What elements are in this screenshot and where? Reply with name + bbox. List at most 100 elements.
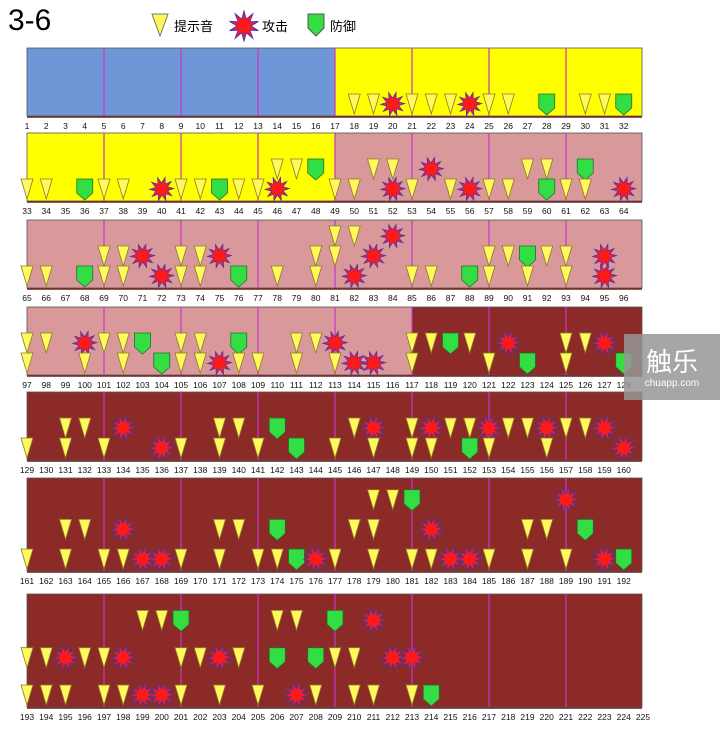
attack-burst-icon [360,243,387,269]
beat-number: 209 [328,712,342,722]
beat-number: 140 [232,465,246,475]
cue-triangle-icon [501,178,515,201]
cue-triangle-icon [251,178,265,201]
beat-number: 86 [427,293,437,303]
beat-number: 11 [215,121,224,131]
attack-burst-icon [148,682,176,708]
beat-number: 108 [232,380,246,390]
beat-number: 4 [82,121,87,131]
beat-number: 105 [174,380,188,390]
beat-number: 176 [309,576,323,586]
beat-number: 13 [253,121,263,131]
cue-triangle-icon [174,647,188,670]
cue-triangle-icon [116,265,130,288]
attack-burst-icon [148,176,176,202]
cue-triangle-icon [212,684,227,707]
cue-triangle-icon [559,417,573,440]
beat-number: 53 [407,206,417,216]
cue-triangle-icon [193,245,207,268]
cue-triangle-icon [174,332,188,355]
beat-number: 51 [369,206,379,216]
attack-burst-icon [109,415,137,441]
beat-number: 127 [597,380,611,390]
beat-number: 195 [58,712,72,722]
beat-number: 183 [443,576,457,586]
cue-triangle-icon [78,647,92,670]
beat-number: 74 [196,293,206,303]
beat-number: 162 [39,576,53,586]
beat-number: 3 [63,121,68,131]
beat-number: 133 [97,465,111,475]
defend-shield-icon [76,265,94,288]
cue-triangle-icon [39,178,53,201]
beat-number: 56 [465,206,475,216]
beat-number: 135 [135,465,149,475]
defend-shield-icon [538,178,556,201]
track-row: 193 194 195 196 197 198 199 200 201 202 203 204 205 2… [20,593,650,722]
cue-triangle-icon [424,265,438,288]
cue-triangle-icon [540,158,554,181]
cue-triangle-icon [559,178,573,201]
beat-number: 76 [234,293,244,303]
cue-triangle-icon [174,437,188,460]
attack-burst-icon [283,682,310,708]
attack-burst-icon [379,644,407,671]
defend-shield-icon [519,352,536,375]
beat-number: 41 [176,206,186,216]
cue-triangle-icon [232,352,246,375]
beat-number: 210 [347,712,361,722]
beat-number: 171 [212,576,226,586]
cue-triangle-icon [520,518,535,541]
cue-triangle-icon [58,518,73,541]
beat-number: 125 [559,380,573,390]
beat-number: 216 [463,712,477,722]
cue-triangle-icon [482,93,496,116]
defend-shield-icon [442,332,459,355]
beat-number: 144 [309,465,323,475]
beat-number: 124 [540,380,554,390]
attack-burst-icon [591,546,618,572]
beat-number: 208 [309,712,323,722]
cue-triangle-icon [309,684,323,707]
beat-number: 70 [119,293,129,303]
beat-number: 16 [311,121,321,131]
attack-burst-icon [591,330,618,356]
defend-shield-icon [268,518,286,541]
cue-triangle-icon [520,265,535,288]
beat-number: 34 [42,206,52,216]
beat-number: 39 [138,206,148,216]
beat-number: 117 [405,380,419,390]
cue-triangle-icon [116,332,130,355]
attack-burst-icon [340,350,368,376]
cue-triangle-icon [366,437,381,460]
beat-number: 21 [407,121,417,131]
beat-number: 109 [251,380,265,390]
attack-burst-icon [379,91,407,117]
cue-triangle-icon [78,417,92,440]
beat-number: 96 [619,293,629,303]
beat-number: 89 [484,293,494,303]
beat-number: 26 [504,121,514,131]
beat-number: 69 [99,293,109,303]
beat-number: 180 [386,576,400,586]
beat-number: 22 [427,121,437,131]
beat-number: 164 [78,576,92,586]
beat-number: 99 [61,380,71,390]
cue-triangle-icon [366,489,381,512]
beat-number: 25 [484,121,494,131]
defend-shield-icon [615,548,633,571]
beat-number: 220 [540,712,554,722]
legend-label-attack: 攻击 [262,20,289,35]
cue-triangle-icon [116,245,130,268]
beat-number: 17 [330,121,340,131]
beat-number: 218 [501,712,515,722]
cue-triangle-icon [116,684,130,707]
beat-number: 112 [309,380,323,390]
cue-triangle-icon [482,352,496,375]
beat-number: 201 [174,712,188,722]
cue-triangle-icon [20,332,34,355]
beat-number: 156 [540,465,554,475]
cue-triangle-icon [58,437,73,460]
beat-number: 50 [350,206,360,216]
